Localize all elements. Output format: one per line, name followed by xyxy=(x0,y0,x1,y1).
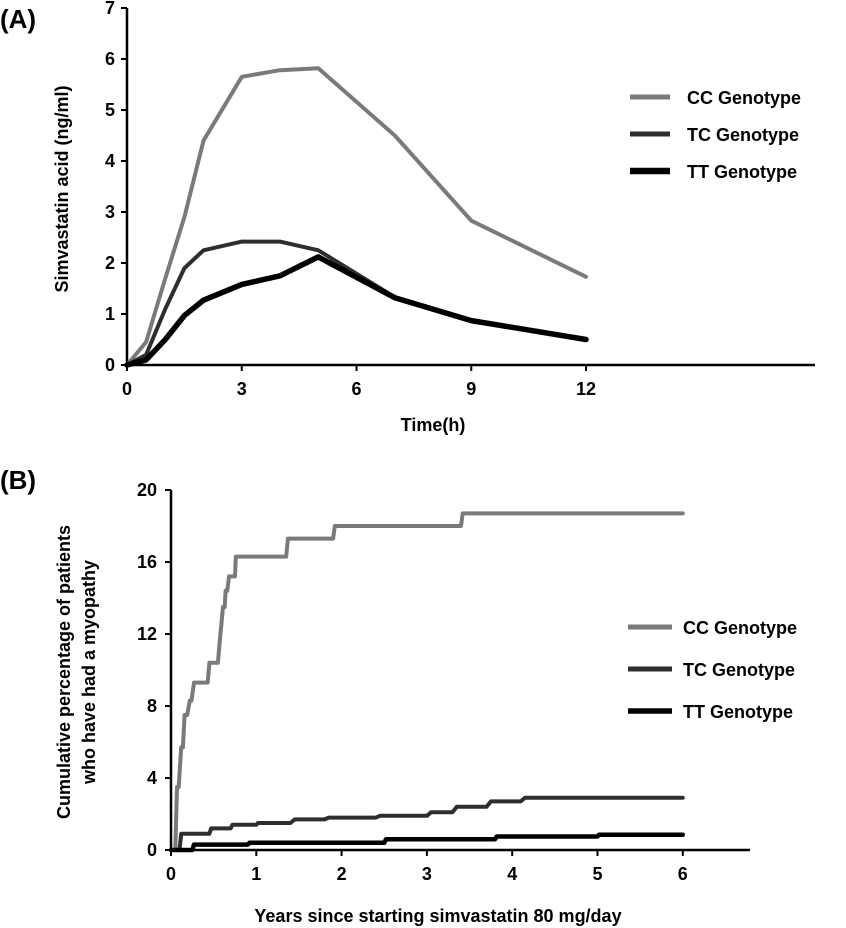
chart-a-y-tick-label: 5 xyxy=(105,100,115,120)
chart-b-legend-label-tt: TT Genotype xyxy=(683,702,793,722)
chart-a-series-tt-line xyxy=(124,254,589,368)
chart-a-legend-label-tt: TT Genotype xyxy=(687,162,797,182)
chart-a-x-tick-label: 9 xyxy=(466,379,476,399)
chart-a-y-label: Simvastatin acid (ng/ml) xyxy=(52,85,72,292)
chart-b-y-label-line-1: Cumulative percentage of patients xyxy=(54,525,74,819)
chart-b-y-tick-label: 4 xyxy=(147,768,157,788)
chart-a-series-group xyxy=(124,66,589,368)
chart-b-y-tick-label: 16 xyxy=(137,552,157,572)
chart-b-legend-label-cc: CC Genotype xyxy=(683,618,797,638)
chart-b-y-tick-label: 12 xyxy=(137,624,157,644)
chart-a-axes xyxy=(125,8,815,367)
chart-b-x-tick-label: 3 xyxy=(422,864,432,884)
chart-a-legend-label-tc: TC Genotype xyxy=(687,125,799,145)
chart-b-legend-label-tc: TC Genotype xyxy=(683,660,795,680)
chart-a-x-tick-label: 0 xyxy=(122,379,132,399)
chart-a-x-tick-label: 12 xyxy=(576,379,596,399)
chart-a-legend-label-cc: CC Genotype xyxy=(687,88,801,108)
chart-b-legend: CC Genotype TC Genotype TT Genotype xyxy=(628,618,797,722)
chart-b-axes xyxy=(169,490,750,852)
chart-b-series-group xyxy=(168,511,686,853)
chart-a-y-tick-label: 2 xyxy=(105,253,115,273)
chart-a-x-tick-label: 3 xyxy=(237,379,247,399)
panel-label-a: (A) xyxy=(0,4,36,34)
chart-b-y-tick-label: 8 xyxy=(147,696,157,716)
chart-a-y-tick-label: 7 xyxy=(105,0,115,18)
chart-a-legend: CC Genotype TC Genotype TT Genotype xyxy=(630,88,801,182)
chart-b-x-tick-label: 5 xyxy=(592,864,602,884)
chart-a-y-tick-label: 0 xyxy=(105,355,115,375)
chart-b-series-tc-line xyxy=(169,795,685,852)
chart-a-x-tick-label: 6 xyxy=(351,379,361,399)
chart-a-x-label: Time(h) xyxy=(401,415,466,435)
panel-label-b: (B) xyxy=(0,465,36,495)
chart-b-y-tick-label: 20 xyxy=(137,480,157,500)
chart-b-x-tick-label: 1 xyxy=(251,864,261,884)
chart-b-x-tick-label: 2 xyxy=(337,864,347,884)
chart-b-x-label: Years since starting simvastatin 80 mg/d… xyxy=(254,906,621,926)
chart-b-series-cc-line xyxy=(169,511,685,852)
chart-b-y-label-line-2: who have had a myopathy xyxy=(79,560,99,785)
chart-a-y-tick-label: 1 xyxy=(105,304,115,324)
chart-a-series-cc-line xyxy=(125,66,588,367)
chart-b-x-tick-label: 4 xyxy=(507,864,517,884)
chart-b-x-tick-label: 0 xyxy=(166,864,176,884)
chart-a-y-tick-label: 6 xyxy=(105,49,115,69)
chart-a-y-tick-label: 4 xyxy=(105,151,115,171)
chart-b-y-tick-label: 0 xyxy=(147,840,157,860)
chart-b-series-tt-line xyxy=(168,832,686,853)
chart-b-x-tick-label: 6 xyxy=(678,864,688,884)
chart-a-y-tick-label: 3 xyxy=(105,202,115,222)
